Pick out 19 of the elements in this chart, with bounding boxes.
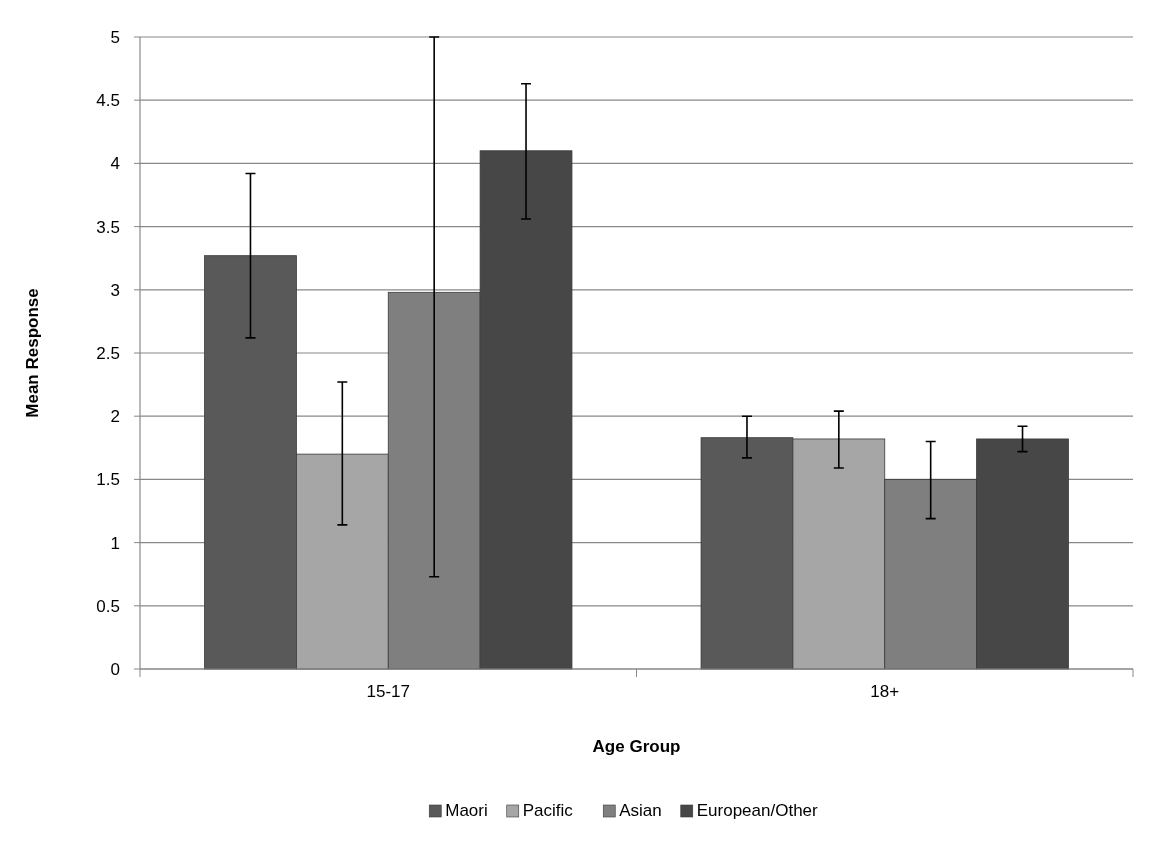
y-tick-label: 0.5 bbox=[96, 596, 120, 616]
legend-label: Asian bbox=[619, 801, 662, 820]
y-tick-label: 1.5 bbox=[96, 470, 120, 490]
y-tick-label: 0 bbox=[110, 659, 120, 679]
y-tick-label: 4.5 bbox=[96, 91, 120, 111]
x-axis-title: Age Group bbox=[592, 737, 681, 756]
legend-label: Pacific bbox=[522, 801, 574, 820]
y-axis-title: Mean Response bbox=[23, 288, 42, 418]
y-tick-label: 3 bbox=[110, 280, 120, 300]
y-tick-label: 1 bbox=[110, 533, 120, 553]
legend-label: Maori bbox=[445, 801, 488, 820]
x-tick-label: 18+ bbox=[870, 682, 900, 701]
x-tick-label: 15-17 bbox=[366, 682, 410, 701]
y-tick-label: 5 bbox=[110, 27, 120, 47]
legend-label: European/Other bbox=[696, 801, 819, 820]
y-tick-label: 4 bbox=[110, 154, 120, 174]
y-tick-label: 2 bbox=[110, 407, 120, 427]
y-tick-label: 2.5 bbox=[96, 343, 120, 363]
y-tick-label: 3.5 bbox=[96, 217, 120, 237]
